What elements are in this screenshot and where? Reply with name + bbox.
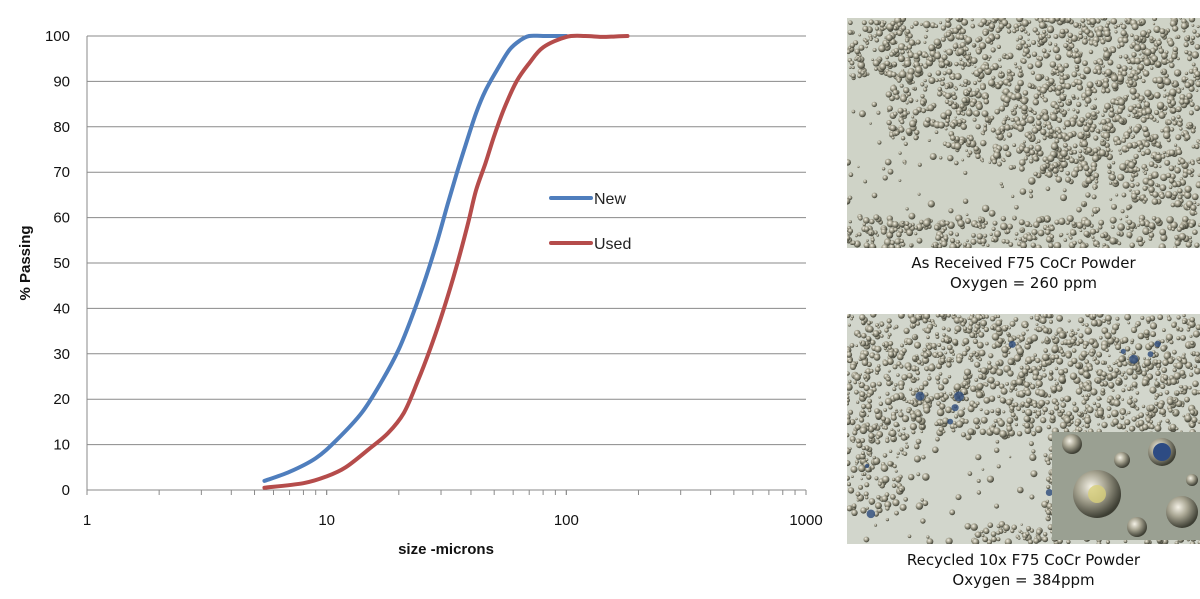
y-tick-label: 40: [53, 300, 70, 317]
y-tick-label: 0: [62, 482, 70, 499]
micrograph-texture: [1052, 432, 1200, 540]
y-tick-label: 60: [53, 210, 70, 227]
recycled-caption-oxygen: Oxygen = 384ppm: [952, 571, 1095, 589]
x-tick-label: 1: [83, 512, 91, 529]
recycled-powder-micrograph: [847, 314, 1200, 544]
x-axis-title: size -microns: [398, 541, 494, 558]
y-tick-label: 80: [53, 119, 70, 136]
legend: New Used: [549, 191, 631, 253]
series-line-used: [262, 33, 630, 490]
legend-label-new: New: [594, 191, 626, 208]
x-tick-label: 100: [554, 512, 579, 529]
y-tick-labels: 0 10 20 30 40 50 60 70 80 90 100: [45, 28, 70, 499]
recycled-powder-zoom-inset: [1052, 432, 1200, 540]
as-received-caption-title: As Received F75 CoCr Powder: [911, 254, 1136, 272]
y-tick-label: 10: [53, 437, 70, 454]
data-series: [262, 33, 630, 490]
as-received-caption: As Received F75 CoCr Powder Oxygen = 260…: [847, 253, 1200, 293]
y-tick-label: 30: [53, 346, 70, 363]
as-received-powder-micrograph: [847, 18, 1200, 248]
y-axis-title: % Passing: [17, 225, 34, 300]
recycled-caption-title: Recycled 10x F75 CoCr Powder: [906, 551, 1141, 569]
y-tick-label: 50: [53, 255, 70, 272]
y-tick-label: 70: [53, 164, 70, 181]
x-tick-labels: 1 10 100 1000: [83, 512, 823, 529]
y-tick-label: 100: [45, 28, 70, 45]
legend-label-used: Used: [594, 236, 631, 253]
micrograph-texture: [847, 18, 1200, 248]
y-tick-label: 20: [53, 391, 70, 408]
recycled-caption: Recycled 10x F75 CoCr Powder Oxygen = 38…: [847, 550, 1200, 590]
as-received-caption-oxygen: Oxygen = 260 ppm: [950, 274, 1097, 292]
gridlines: [87, 35, 806, 446]
y-tick-label: 90: [53, 73, 70, 90]
axes: [86, 36, 807, 495]
x-tick-label: 10: [318, 512, 335, 529]
x-tick-label: 1000: [789, 512, 822, 529]
series-line-new: [262, 33, 569, 483]
